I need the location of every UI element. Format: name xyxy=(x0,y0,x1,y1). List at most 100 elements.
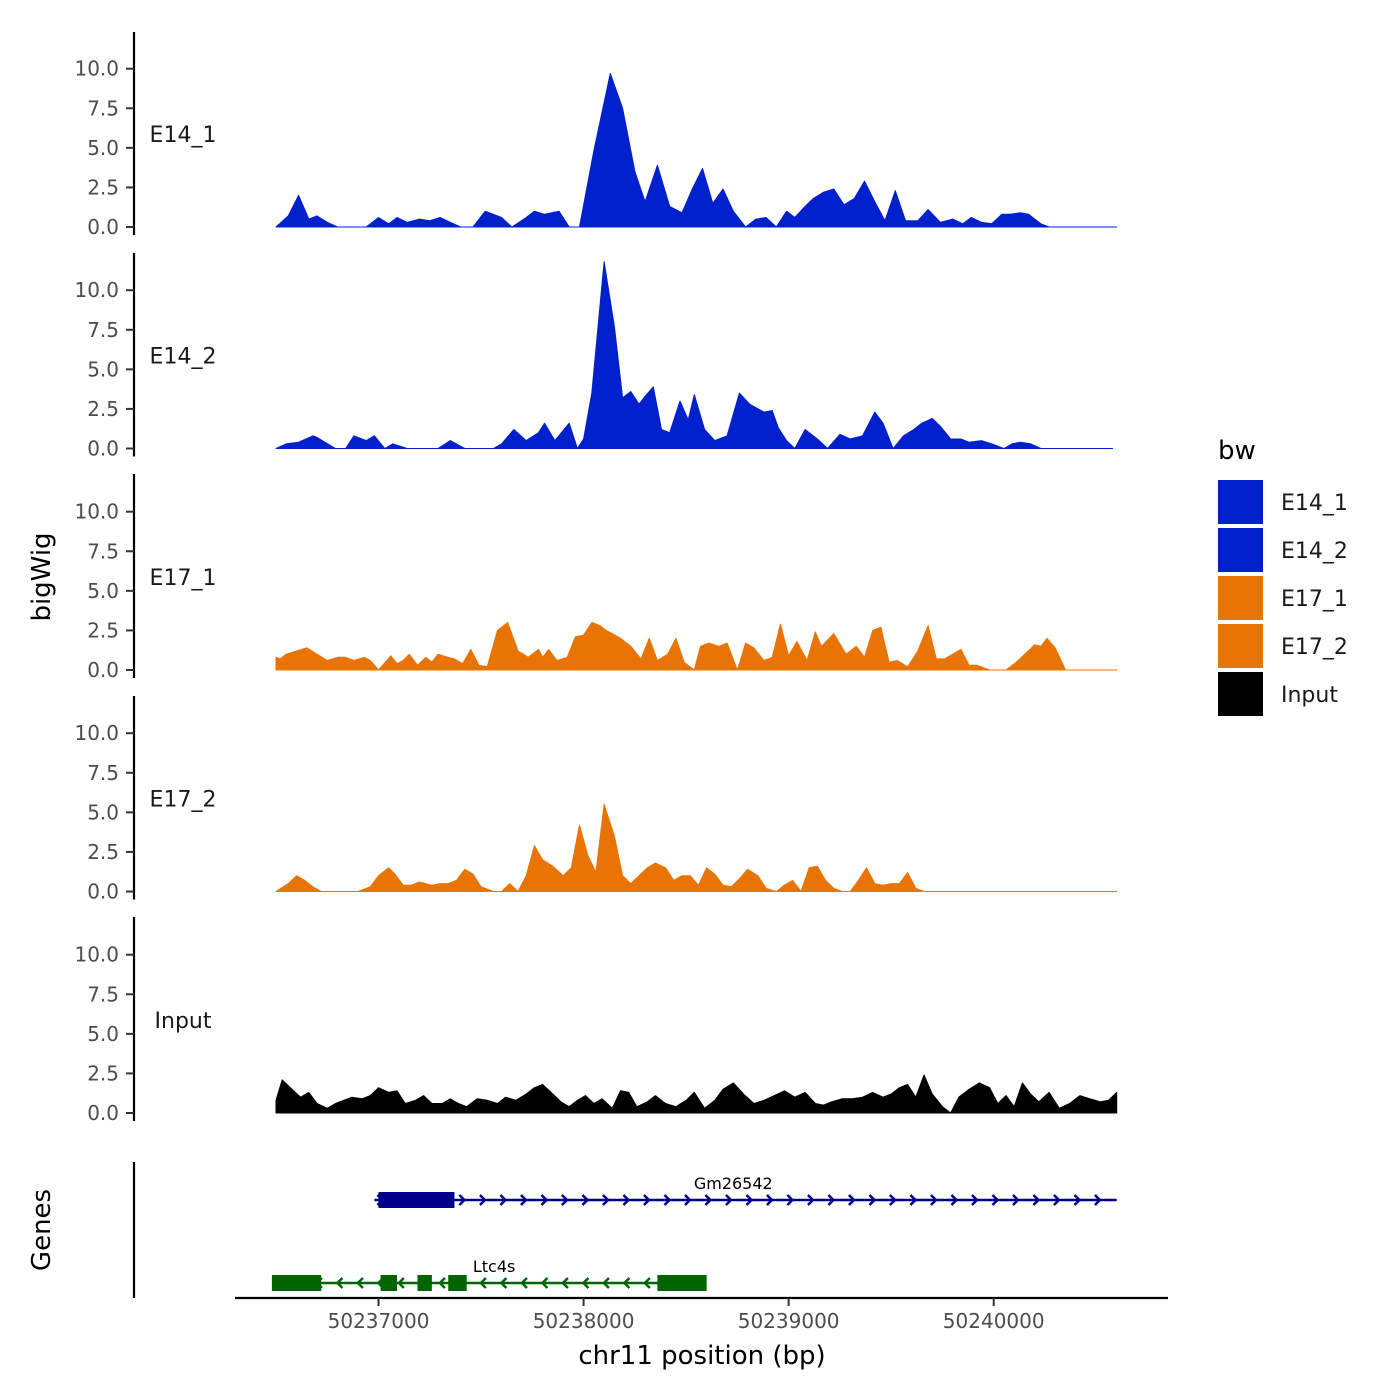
legend-key-e17-2 xyxy=(1218,624,1263,668)
track-label-e17-2: E17_2 xyxy=(150,788,217,813)
legend-label-e17-2: E17_2 xyxy=(1281,635,1348,660)
track-label-e17-1: E17_1 xyxy=(150,566,217,591)
exon xyxy=(380,1275,397,1291)
legend-label-e17-1: E17_1 xyxy=(1281,587,1348,612)
exon xyxy=(417,1275,432,1291)
strand-arrow xyxy=(520,1194,528,1206)
coverage-area-e14-1 xyxy=(275,72,1118,228)
strand-arrow xyxy=(499,1277,508,1289)
panel-e14-1: 0.0 2.5 5.0 7.5 10.0 E14_1 xyxy=(74,32,1118,239)
panel-e14-2: 0.0 2.5 5.0 7.5 10.0 E14_2 xyxy=(74,253,1114,461)
legend-label-input: Input xyxy=(1281,683,1338,708)
legend-label-e14-2: E14_2 xyxy=(1281,539,1348,564)
strand-arrow xyxy=(540,1277,549,1289)
y-tick-label: 2.5 xyxy=(87,397,119,421)
strand-arrow xyxy=(479,1194,487,1206)
track-label-e14-1: E14_1 xyxy=(150,123,217,148)
legend-title: bw xyxy=(1218,436,1256,466)
strand-arrow xyxy=(581,1194,590,1206)
y-tick-label: 5.0 xyxy=(87,579,119,603)
y-tick-label: 2.5 xyxy=(87,618,119,642)
strand-arrow xyxy=(786,1194,795,1206)
y-tick-label: 5.0 xyxy=(87,800,119,824)
y-tick-label: 5.0 xyxy=(87,136,119,160)
y-tick-label: 2.5 xyxy=(87,175,119,199)
strand-arrow xyxy=(458,1194,467,1206)
y-tick-label: 0.0 xyxy=(87,880,119,904)
y-tick-label: 10.0 xyxy=(74,721,119,745)
track-label-input: Input xyxy=(155,1009,212,1034)
strand-arrow xyxy=(745,1194,754,1206)
y-tick-label: 10.0 xyxy=(74,943,119,967)
legend-label-e14-1: E14_1 xyxy=(1281,491,1348,516)
strand-arrow xyxy=(1094,1194,1102,1206)
y-tick-label: 7.5 xyxy=(87,539,119,563)
strand-arrow xyxy=(643,1277,651,1289)
strand-arrow xyxy=(520,1277,528,1289)
y-tick-label: 7.5 xyxy=(87,982,119,1006)
strand-arrow xyxy=(889,1194,897,1206)
y-tick-label: 7.5 xyxy=(87,96,119,120)
y-tick-label: 7.5 xyxy=(87,761,119,785)
strand-arrow xyxy=(950,1194,959,1206)
strand-arrow xyxy=(643,1194,651,1206)
x-tick-label: 50238000 xyxy=(533,1309,635,1333)
panel-e17-1: 0.0 2.5 5.0 7.5 10.0 E17_1 xyxy=(74,474,1118,682)
strand-arrow xyxy=(991,1194,1000,1206)
strand-arrow xyxy=(971,1194,979,1206)
x-tick-label: 50237000 xyxy=(328,1309,430,1333)
panel-input: 0.0 2.5 5.0 7.5 10.0 Input xyxy=(74,917,1118,1125)
strand-arrow xyxy=(1012,1194,1020,1206)
strand-arrow xyxy=(848,1194,856,1206)
y-tick-label: 0.0 xyxy=(87,1101,119,1125)
track-label-e14-2: E14_2 xyxy=(150,345,217,370)
strand-arrow xyxy=(930,1194,938,1206)
y-tick-label: 0.0 xyxy=(87,437,119,461)
strand-arrow xyxy=(868,1194,877,1206)
strand-arrow xyxy=(602,1277,610,1289)
gene-ltc4s: Ltc4s xyxy=(271,1257,707,1291)
gene-label: Ltc4s xyxy=(473,1257,516,1276)
gene-label: Gm26542 xyxy=(694,1174,773,1193)
y-tick-label: 2.5 xyxy=(87,1061,119,1085)
y-tick-label: 7.5 xyxy=(87,318,119,342)
y-axis-title: bigWig xyxy=(27,532,57,621)
legend: bw E14_1 E14_2 E17_1 E17_2 Input xyxy=(1218,436,1348,716)
strand-arrow xyxy=(561,1194,569,1206)
strand-arrow xyxy=(663,1194,672,1206)
strand-arrow xyxy=(1073,1194,1082,1206)
strand-arrow xyxy=(356,1277,364,1289)
x-tick-label: 50240000 xyxy=(943,1309,1045,1333)
strand-arrow xyxy=(909,1194,918,1206)
legend-key-e17-1 xyxy=(1218,576,1263,620)
coverage-area-input xyxy=(275,1074,1118,1114)
y-tick-label: 0.0 xyxy=(87,215,119,239)
strand-arrow xyxy=(499,1194,508,1206)
strand-arrow xyxy=(766,1194,774,1206)
y-tick-label: 5.0 xyxy=(87,1022,119,1046)
strand-arrow xyxy=(581,1277,590,1289)
strand-arrow xyxy=(1032,1194,1041,1206)
track-panels: 0.0 2.5 5.0 7.5 10.0 E14_1 0.0 2.5 5.0 7.5 10.0 E14… xyxy=(74,32,1118,1125)
y-tick-label: 10.0 xyxy=(74,57,119,81)
x-axis-title: chr11 position (bp) xyxy=(578,1341,825,1371)
strand-arrow xyxy=(807,1194,815,1206)
exon xyxy=(657,1275,707,1291)
strand-arrow xyxy=(335,1277,344,1289)
strand-arrow xyxy=(725,1194,733,1206)
y-tick-label: 0.0 xyxy=(87,658,119,682)
coverage-area-e17-2 xyxy=(275,803,1118,892)
x-tick-label: 50239000 xyxy=(738,1309,840,1333)
panel-e17-2: 0.0 2.5 5.0 7.5 10.0 E17_2 xyxy=(74,696,1118,904)
legend-key-input xyxy=(1218,672,1263,716)
exon xyxy=(271,1275,322,1291)
coverage-area-e17-1 xyxy=(275,622,1118,671)
exon xyxy=(448,1275,467,1291)
strand-arrow xyxy=(397,1277,405,1289)
y-tick-label: 10.0 xyxy=(74,500,119,524)
strand-arrow xyxy=(622,1194,631,1206)
strand-arrow xyxy=(704,1194,713,1206)
strand-arrow xyxy=(540,1194,549,1206)
